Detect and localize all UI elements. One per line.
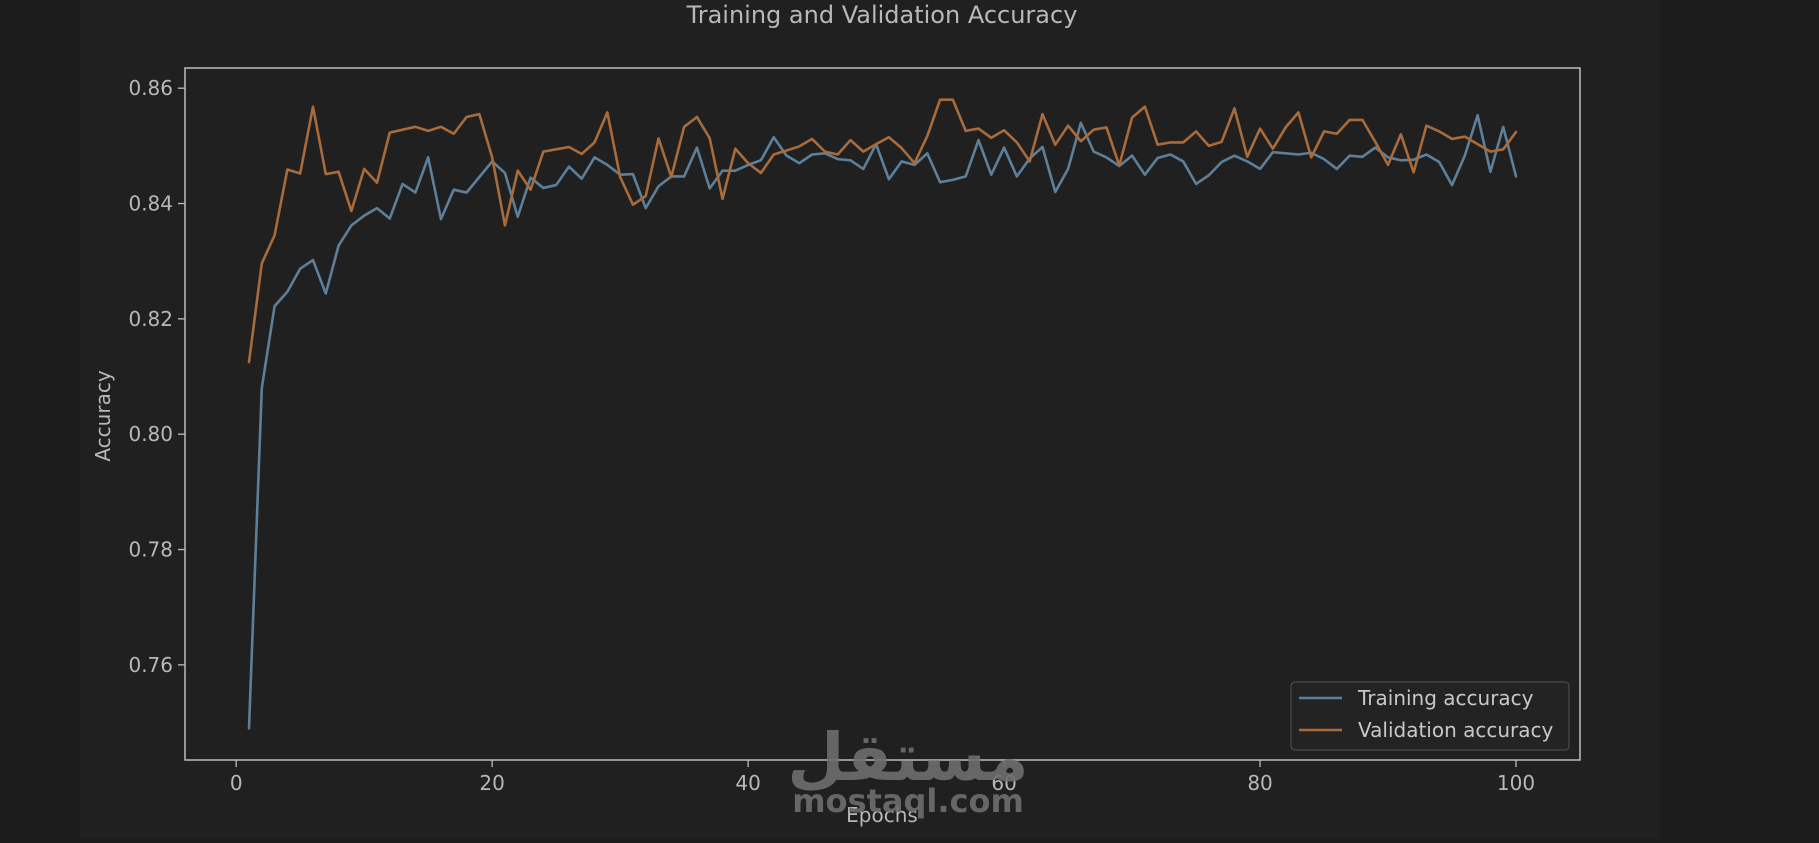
plot-area-frame	[184, 67, 1581, 761]
legend-box	[1290, 681, 1570, 751]
watermark-latin: mostaql.com	[792, 782, 1024, 820]
y-tick-label: 0.80	[128, 422, 173, 446]
legend: Training accuracy Validation accuracy	[1290, 681, 1570, 751]
watermark-logo: مستقل mostaql.com	[787, 719, 1028, 820]
x-tick-label: 40	[735, 771, 760, 795]
y-tick-label: 0.76	[128, 653, 173, 677]
training-accuracy-line	[247, 113, 1518, 730]
legend-label-validation: Validation accuracy	[1358, 718, 1554, 742]
y-axis-ticks: 0.76 0.78 0.80 0.82 0.84 0.86	[128, 76, 185, 677]
x-tick-label: 0	[230, 771, 243, 795]
legend-label-training: Training accuracy	[1357, 686, 1534, 710]
y-tick-label: 0.82	[128, 307, 173, 331]
y-axis-label: Accuracy	[91, 370, 115, 461]
x-tick-label: 100	[1497, 771, 1535, 795]
y-tick-label: 0.86	[128, 76, 173, 100]
chart-title: Training and Validation Accuracy	[686, 1, 1078, 29]
x-tick-label: 60	[991, 771, 1016, 795]
y-tick-label: 0.84	[128, 192, 173, 216]
x-axis-ticks: 0 20 40 60 80 100	[230, 760, 1535, 795]
validation-accuracy-line	[247, 98, 1518, 364]
y-tick-label: 0.78	[128, 538, 173, 562]
x-axis-label: Epochs	[846, 803, 918, 827]
x-tick-label: 80	[1247, 771, 1272, 795]
series-lines	[247, 98, 1518, 730]
x-tick-label: 20	[479, 771, 504, 795]
watermark-arabic: مستقل	[787, 719, 1028, 796]
